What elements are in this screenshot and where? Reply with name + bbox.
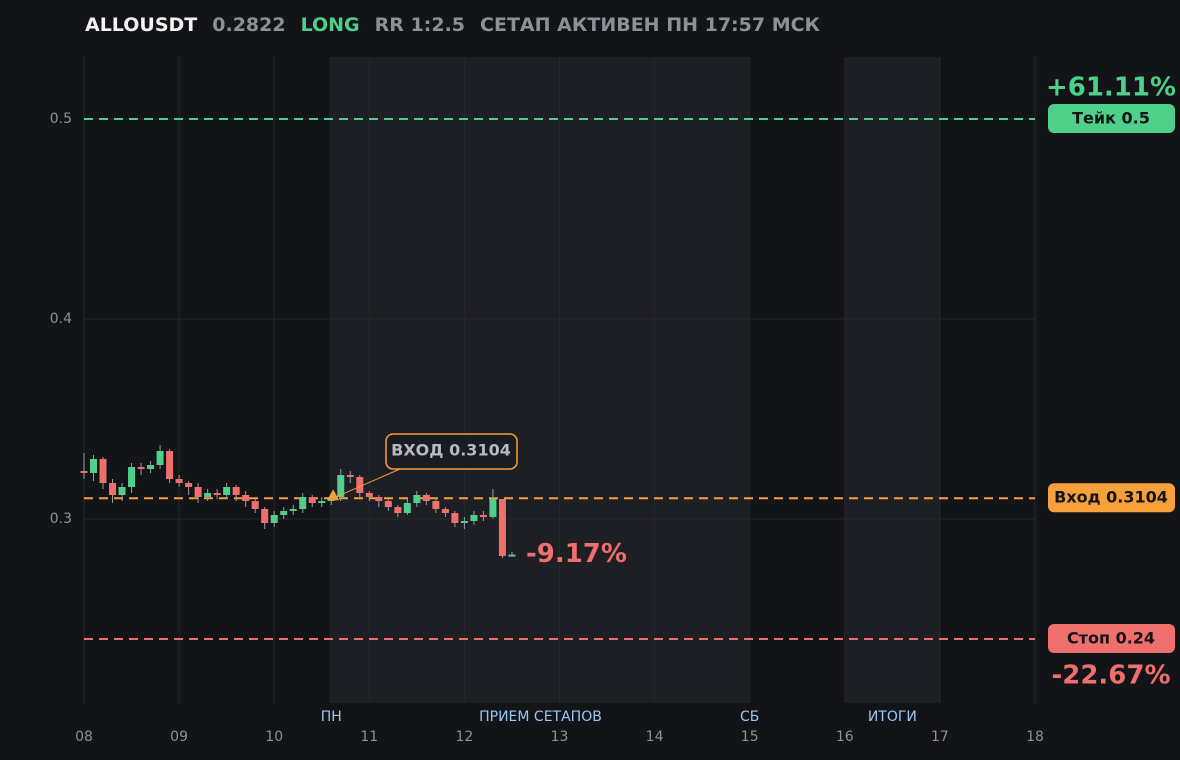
y-tick-label: 0.5 xyxy=(50,111,72,127)
x-tick-label: 11 xyxy=(360,729,378,745)
side: LONG xyxy=(300,14,360,36)
candle-body xyxy=(422,495,430,501)
candle-body xyxy=(166,451,174,479)
candle-body xyxy=(479,515,487,517)
take-pct: +61.11% xyxy=(1046,73,1176,103)
session-label: СБ xyxy=(740,709,759,725)
stop-pct: -22.67% xyxy=(1051,661,1170,691)
candle-body xyxy=(223,487,231,495)
candle-body xyxy=(432,501,440,509)
callout-label: ВХОД 0.3104 xyxy=(391,441,511,460)
y-tick-label: 0.4 xyxy=(50,311,72,327)
candle-body xyxy=(261,509,269,523)
candle-body xyxy=(403,503,411,513)
callout-box xyxy=(385,433,518,470)
candle-body xyxy=(346,475,354,477)
candle-body xyxy=(204,493,212,497)
x-tick-label: 16 xyxy=(836,729,854,745)
candle-body xyxy=(194,487,202,497)
candle-body xyxy=(147,465,155,469)
candle-body xyxy=(232,487,240,495)
symbol: ALLOUSDT xyxy=(85,14,198,36)
session-label: ИТОГИ xyxy=(868,709,917,725)
x-tick-label: 09 xyxy=(170,729,188,745)
candle-body xyxy=(489,499,497,517)
candle-body xyxy=(299,497,307,509)
session-label: ПРИЕМ СЕТАПОВ xyxy=(479,709,602,725)
candle-body xyxy=(109,483,117,495)
take-label: Тейк 0.5 xyxy=(1072,109,1150,128)
candle-body xyxy=(413,495,421,503)
candle-body xyxy=(185,483,193,487)
header: ALLOUSDT 0.2822 LONG RR 1:2.5 СЕТАП АКТИ… xyxy=(85,14,820,36)
risk-reward: RR 1:2.5 xyxy=(374,14,466,36)
candle-body xyxy=(365,493,373,497)
candle-body xyxy=(99,459,107,483)
candle-body xyxy=(460,521,468,523)
candle-body xyxy=(441,509,449,513)
session-label: ПН xyxy=(321,709,342,725)
session-band xyxy=(844,57,940,703)
x-tick-label: 15 xyxy=(741,729,759,745)
candle-body xyxy=(384,501,392,507)
candle-body xyxy=(318,501,326,503)
candle-body xyxy=(128,467,136,487)
callout-line xyxy=(332,468,401,499)
x-tick-label: 12 xyxy=(455,729,473,745)
candle-body xyxy=(394,507,402,513)
candle-body xyxy=(289,509,297,511)
candle-body xyxy=(270,515,278,523)
candle-body xyxy=(280,511,288,515)
price: 0.2822 xyxy=(212,14,286,36)
entry-label: Вход 0.3104 xyxy=(1054,488,1168,507)
entry-marker xyxy=(327,489,340,501)
x-tick-label: 10 xyxy=(265,729,283,745)
x-tick-label: 18 xyxy=(1026,729,1044,745)
candle-body xyxy=(137,467,145,469)
candle-body xyxy=(175,479,183,483)
status: СЕТАП АКТИВЕН ПН 17:57 МСК xyxy=(480,14,821,36)
candle-body xyxy=(242,495,250,501)
candle-body xyxy=(337,475,345,497)
candle-body xyxy=(470,515,478,521)
x-tick-label: 08 xyxy=(75,729,93,745)
x-tick-label: 14 xyxy=(646,729,664,745)
candle-body xyxy=(90,459,98,473)
candle-body xyxy=(156,451,164,465)
candle-body xyxy=(451,513,459,523)
candle-body xyxy=(251,501,259,509)
entry-pill xyxy=(1048,483,1175,513)
x-tick-label: 13 xyxy=(551,729,569,745)
candle-body xyxy=(213,493,221,495)
candle-body xyxy=(308,497,316,503)
candle-body xyxy=(80,471,88,473)
candle-body xyxy=(508,554,516,557)
y-tick-label: 0.3 xyxy=(50,511,72,527)
x-tick-label: 17 xyxy=(931,729,949,745)
stop-pill xyxy=(1048,624,1175,653)
change-label: -9.17% xyxy=(526,539,627,569)
take-pill xyxy=(1048,104,1175,133)
candle-body xyxy=(375,497,383,501)
candle-body xyxy=(498,499,506,556)
stop-label: Стоп 0.24 xyxy=(1067,629,1155,648)
session-band xyxy=(329,57,750,703)
candle-body xyxy=(118,487,126,495)
candle-body xyxy=(356,477,364,493)
